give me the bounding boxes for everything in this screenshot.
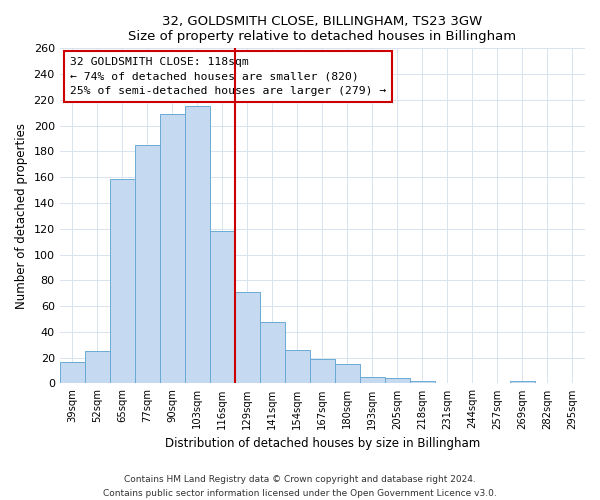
Bar (185, 106, 210, 384)
Text: 32 GOLDSMITH CLOSE: 118sqm
← 74% of detached houses are smaller (820)
25% of sem: 32 GOLDSMITH CLOSE: 118sqm ← 74% of deta… (70, 56, 386, 96)
Bar (310, 359, 335, 384)
Bar (510, 381, 535, 384)
X-axis label: Distribution of detached houses by size in Billingham: Distribution of detached houses by size … (165, 437, 480, 450)
Bar (260, 322, 285, 384)
Y-axis label: Number of detached properties: Number of detached properties (15, 123, 28, 309)
Text: Contains HM Land Registry data © Crown copyright and database right 2024.
Contai: Contains HM Land Registry data © Crown c… (103, 476, 497, 498)
Bar (85, 351, 110, 384)
Bar (160, 114, 185, 384)
Bar (285, 350, 310, 384)
Bar (59, 362, 85, 384)
Bar (210, 232, 235, 384)
Bar (235, 292, 260, 384)
Bar (385, 378, 410, 384)
Bar (135, 145, 160, 384)
Bar (410, 381, 435, 384)
Bar (360, 377, 385, 384)
Title: 32, GOLDSMITH CLOSE, BILLINGHAM, TS23 3GW
Size of property relative to detached : 32, GOLDSMITH CLOSE, BILLINGHAM, TS23 3G… (128, 15, 517, 43)
Bar (335, 364, 360, 384)
Bar (110, 178, 135, 384)
